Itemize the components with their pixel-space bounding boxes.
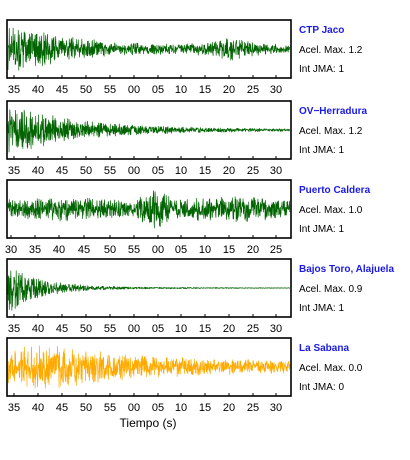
- x-tick-label: 50: [80, 402, 92, 414]
- x-tick-label: 45: [56, 402, 68, 414]
- jma-intensity: Int JMA: 1: [299, 224, 344, 235]
- x-tick-label: 25: [247, 165, 259, 177]
- x-tick-label: 10: [175, 84, 187, 96]
- x-tick-label: 35: [8, 402, 20, 414]
- panel-frame: [6, 258, 292, 318]
- x-tick-label: 10: [199, 244, 211, 256]
- x-tick-label: 45: [78, 244, 90, 256]
- x-tick-label: 00: [128, 165, 140, 177]
- x-tick-label: 30: [270, 402, 282, 414]
- panel-1: 35 40 45 50 55 00 05 10 15 20 25 30 CTP Jaco Acel. Ma…: [6, 19, 363, 96]
- acceleration-max: Acel. Max. 0.0: [299, 363, 363, 374]
- x-tick-label: 30: [270, 84, 282, 96]
- station-name: Bajos Toro, Alajuela: [299, 264, 394, 275]
- x-tick-label: 05: [152, 402, 164, 414]
- x-tick-label: 40: [32, 402, 44, 414]
- x-tick-label: 00: [152, 244, 164, 256]
- waveform-trace: [7, 190, 291, 229]
- waveform-trace: [7, 27, 291, 71]
- x-tick-label: 45: [56, 165, 68, 177]
- station-name: La Sabana: [299, 343, 349, 354]
- acceleration-max: Acel. Max. 1.0: [299, 205, 363, 216]
- x-tick-label: 35: [8, 323, 20, 335]
- x-tick-label: 10: [175, 402, 187, 414]
- panel-5: 35 40 45 50 55 00 05 10 15 20 25 30 La Sabana Acel. M…: [6, 337, 363, 414]
- x-tick-label: 35: [8, 165, 20, 177]
- panel-4: 35 40 45 50 55 00 05 10 15 20 25 30 Bajos Toro, Alaj…: [6, 258, 394, 335]
- x-tick-label: 20: [223, 323, 235, 335]
- station-name: OV−Herradura: [299, 106, 368, 117]
- panel-2: 35 40 45 50 55 00 05 10 15 20 25 30 OV−Herradura Acel…: [6, 100, 368, 177]
- x-tick-label: 35: [8, 84, 20, 96]
- x-tick-label: 55: [104, 84, 116, 96]
- x-tick-label: 25: [247, 323, 259, 335]
- jma-intensity: Int JMA: 1: [299, 145, 344, 156]
- x-tick-label: 20: [223, 165, 235, 177]
- x-tick-label: 15: [223, 244, 235, 256]
- x-tick-label: 05: [175, 244, 187, 256]
- x-tick-label: 50: [80, 84, 92, 96]
- x-tick-label: 00: [128, 84, 140, 96]
- x-tick-label: 50: [104, 244, 116, 256]
- x-tick-label: 30: [5, 244, 17, 256]
- x-tick-label: 20: [223, 84, 235, 96]
- jma-intensity: Int JMA: 0: [299, 382, 344, 393]
- x-axis-label: Tiempo (s): [120, 416, 177, 430]
- acceleration-max: Acel. Max. 1.2: [299, 126, 363, 137]
- x-tick-label: 15: [199, 84, 211, 96]
- x-tick-label: 15: [199, 323, 211, 335]
- x-tick-label: 10: [175, 323, 187, 335]
- panel-3: 30 35 40 45 50 55 00 05 10 15 20 25 Puerto Caldera Ac…: [5, 179, 371, 256]
- x-tick-label: 05: [152, 323, 164, 335]
- x-tick-label: 35: [29, 244, 41, 256]
- x-tick-label: 20: [247, 244, 259, 256]
- x-tick-label: 00: [128, 402, 140, 414]
- x-tick-label: 55: [104, 323, 116, 335]
- panel-frame: [6, 337, 292, 397]
- x-tick-label: 40: [53, 244, 65, 256]
- x-tick-label: 10: [175, 165, 187, 177]
- waveform-trace: [7, 270, 291, 311]
- x-tick-label: 40: [32, 84, 44, 96]
- x-tick-label: 30: [270, 165, 282, 177]
- x-tick-label: 15: [199, 165, 211, 177]
- x-tick-label: 50: [80, 323, 92, 335]
- jma-intensity: Int JMA: 1: [299, 64, 344, 75]
- x-tick-label: 45: [56, 323, 68, 335]
- x-tick-label: 05: [152, 165, 164, 177]
- x-tick-label: 40: [32, 165, 44, 177]
- x-tick-label: 45: [56, 84, 68, 96]
- x-tick-label: 25: [247, 84, 259, 96]
- jma-intensity: Int JMA: 1: [299, 303, 344, 314]
- x-tick-label: 05: [152, 84, 164, 96]
- panel-frame: [6, 100, 292, 160]
- x-tick-label: 55: [128, 244, 140, 256]
- panel-frame: [6, 179, 292, 239]
- x-tick-label: 25: [247, 402, 259, 414]
- x-tick-label: 40: [32, 323, 44, 335]
- x-tick-label: 55: [104, 402, 116, 414]
- acceleration-max: Acel. Max. 1.2: [299, 45, 363, 56]
- x-tick-label: 15: [199, 402, 211, 414]
- station-name: CTP Jaco: [299, 25, 344, 36]
- x-tick-label: 20: [223, 402, 235, 414]
- x-tick-label: 30: [270, 323, 282, 335]
- acceleration-max: Acel. Max. 0.9: [299, 284, 363, 295]
- x-tick-label: 55: [104, 165, 116, 177]
- x-tick-label: 00: [128, 323, 140, 335]
- panel-frame: [6, 19, 292, 79]
- x-tick-label: 25: [270, 244, 282, 256]
- waveform-trace: [7, 345, 291, 389]
- waveform-trace: [7, 109, 291, 153]
- x-tick-label: 50: [80, 165, 92, 177]
- station-name: Puerto Caldera: [299, 185, 371, 196]
